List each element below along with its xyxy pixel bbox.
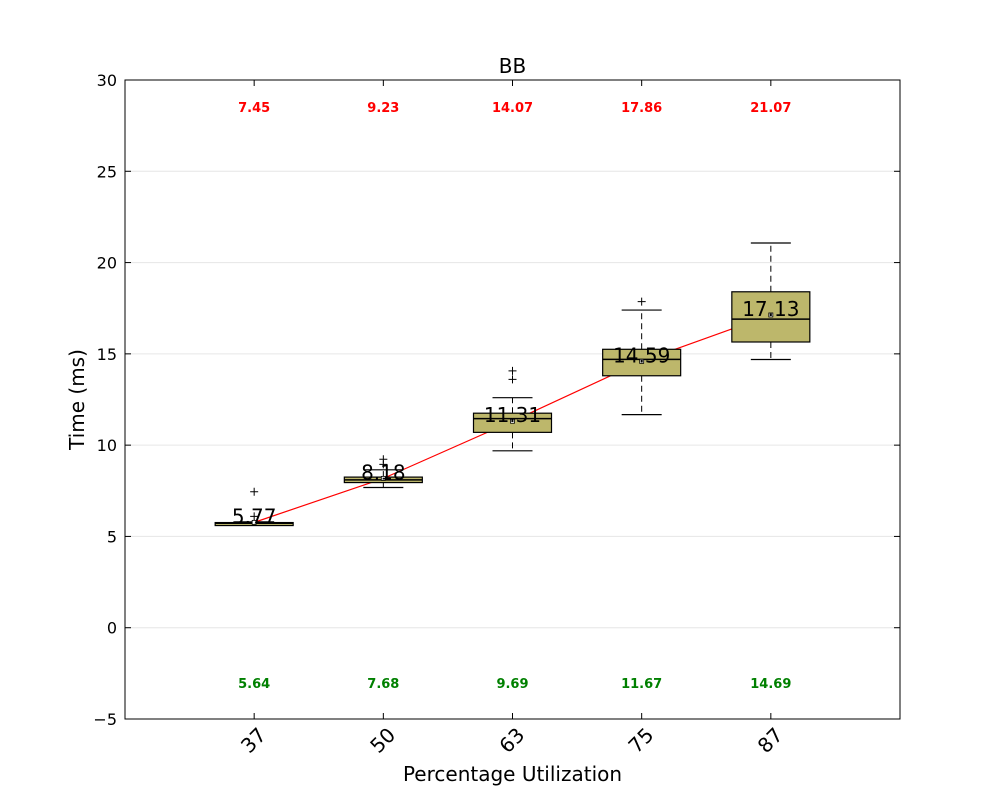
x-tick-label: 50 (365, 723, 400, 758)
outlier-marker (250, 512, 259, 521)
max-value-label: 17.86 (621, 101, 662, 116)
y-tick-label: 15 (97, 345, 117, 364)
outlier-marker (508, 375, 517, 384)
mean-marker (380, 475, 386, 481)
box-87 (731, 242, 811, 361)
outlier-marker (250, 487, 259, 496)
mean-value-label: 14.59 (613, 343, 670, 367)
box-37 (214, 487, 294, 527)
boxes-group (214, 242, 811, 527)
y-tick-label: 30 (97, 71, 117, 90)
y-tick-label: 0 (107, 619, 117, 638)
min-value-label: 9.69 (496, 677, 528, 692)
outlier-marker (637, 297, 646, 306)
mean-marker (639, 358, 645, 364)
y-tick-label: 10 (97, 436, 117, 455)
y-axis-label: Time (ms) (65, 349, 89, 451)
mean-value-label: 11.31 (484, 403, 541, 427)
x-tick-label: 75 (623, 723, 658, 758)
box-50 (343, 455, 423, 489)
min-value-label: 14.69 (750, 677, 791, 692)
max-value-label: 9.23 (367, 101, 399, 116)
y-axis: −5 0 5 10 15 20 25 30 (93, 71, 900, 729)
mean-value-label: 5.77 (232, 504, 277, 528)
mean-marker (510, 418, 515, 424)
y-tick-label: 5 (107, 527, 117, 546)
min-value-label: 5.64 (238, 677, 270, 692)
x-axis-label: Percentage Utilization (403, 762, 622, 786)
box-75 (602, 297, 682, 416)
max-value-label: 21.07 (750, 101, 791, 116)
x-tick-label: 87 (753, 723, 788, 758)
y-tick-label: 20 (97, 254, 117, 273)
annotations: 7.45 5.64 5.77 9.23 7.68 8.18 14.07 9.69 11.31 17… (232, 101, 800, 692)
min-value-label: 7.68 (367, 677, 399, 692)
mean-marker (251, 519, 257, 525)
mean-value-label: 17.13 (742, 297, 799, 321)
grid-lines (125, 79, 900, 720)
mean-marker (768, 312, 774, 318)
min-value-label: 11.67 (621, 677, 662, 692)
x-tick-label: 63 (494, 723, 529, 758)
box-63 (472, 366, 553, 452)
y-tick-label: 25 (97, 162, 117, 181)
x-tick-label: 37 (236, 723, 271, 758)
y-tick-label: −5 (93, 710, 117, 729)
outlier-marker (379, 460, 388, 469)
max-value-label: 14.07 (492, 101, 533, 116)
mean-value-label: 8.18 (361, 460, 406, 484)
max-value-label: 7.45 (238, 101, 270, 116)
chart-title: BB (499, 54, 526, 78)
outlier-marker (508, 366, 517, 375)
